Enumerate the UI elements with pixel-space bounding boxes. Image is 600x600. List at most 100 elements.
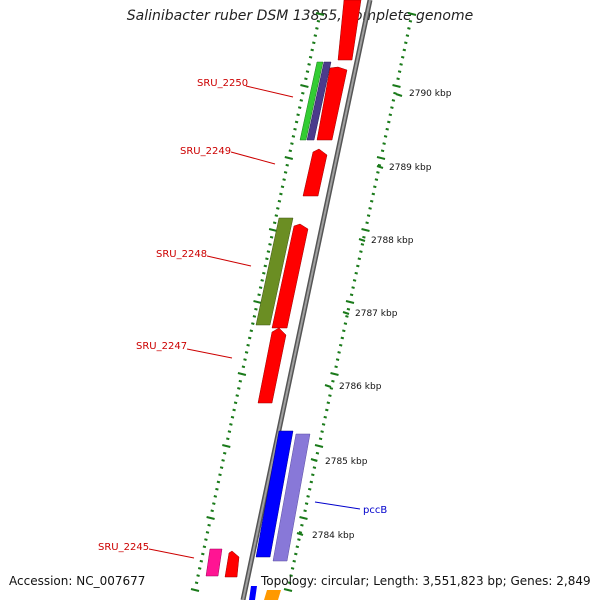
scale-tick-major: [315, 12, 325, 16]
scale-tick-minor: [218, 473, 222, 477]
topology-text: Topology: circular; Length: 3,551,823 bp…: [261, 574, 591, 588]
scale-tick-minor: [404, 41, 408, 45]
major-tick: [324, 384, 332, 388]
scale-tick-minor: [266, 250, 271, 253]
major-tick: [358, 238, 366, 242]
scale-tick-minor: [334, 365, 338, 369]
gene-arrow[interactable]: [316, 66, 348, 141]
scale-tick-major: [392, 84, 401, 88]
scale-tick-minor: [387, 120, 391, 124]
gene-feature-lavender[interactable]: [272, 433, 311, 562]
scale-tick-minor: [380, 149, 385, 153]
scale-tick-minor: [377, 163, 382, 167]
leader-line: [148, 548, 195, 559]
scale-tick-minor: [304, 77, 308, 81]
gene-feature-pink[interactable]: [205, 548, 223, 577]
scale-tick-minor: [222, 451, 227, 455]
scale-tick-major: [268, 228, 278, 232]
scale-tick-minor: [310, 48, 314, 52]
scale-tick-minor: [285, 163, 289, 167]
major-tick: [395, 93, 403, 97]
scale-tick-minor: [233, 401, 238, 405]
scale-tick-major: [407, 12, 417, 16]
gene-label-pccb[interactable]: pccB: [363, 505, 387, 516]
gene-feature-green[interactable]: [299, 61, 324, 141]
leader-line: [206, 255, 252, 267]
gene-feature-orange[interactable]: [264, 590, 281, 600]
scale-tick-minor: [325, 408, 329, 412]
gene-label-sru2245[interactable]: SRU_2245: [98, 542, 149, 553]
scale-tick-major: [376, 156, 386, 160]
scale-tick-minor: [374, 178, 379, 181]
scale-tick-minor: [202, 545, 207, 549]
scale-tick-minor: [408, 19, 413, 23]
leader-line: [186, 348, 233, 359]
scale-tick-minor: [368, 207, 372, 210]
scale-tick-major: [284, 156, 294, 160]
major-tick: [296, 532, 304, 536]
gene-feature-olive[interactable]: [255, 217, 294, 326]
kbp-label: 2790 kbp: [409, 89, 452, 99]
scale-tick-minor: [295, 545, 300, 549]
scale-tick-minor: [307, 63, 311, 66]
scale-tick-major: [330, 372, 339, 376]
gene-feature-blue[interactable]: [255, 430, 294, 558]
gene-arrow[interactable]: [257, 327, 287, 404]
gene-label-sru2248[interactable]: SRU_2248: [156, 249, 207, 260]
scale-tick-minor: [243, 358, 247, 361]
gene-arrow[interactable]: [337, 0, 362, 61]
gene-feature-blue[interactable]: [249, 586, 257, 600]
scale-tick-minor: [407, 27, 411, 30]
scale-tick-minor: [252, 315, 257, 318]
scale-tick-minor: [277, 199, 282, 203]
major-tick: [310, 458, 318, 462]
scale-tick-minor: [300, 523, 304, 527]
scale-tick-minor: [306, 495, 310, 498]
gene-label-sru2247[interactable]: SRU_2247: [136, 341, 187, 352]
scale-tick-minor: [263, 264, 268, 268]
scale-tick-minor: [287, 581, 292, 585]
scale-tick-minor: [272, 221, 277, 225]
gene-arrow[interactable]: [302, 148, 328, 197]
kbp-label: 2787 kbp: [355, 309, 398, 319]
scale-tick-minor: [197, 567, 202, 570]
gene-arrow[interactable]: [271, 223, 309, 329]
scale-tick-minor: [269, 235, 274, 239]
gene-arrow[interactable]: [224, 550, 240, 578]
scale-tick-major: [237, 372, 247, 376]
scale-tick-minor: [307, 487, 312, 491]
scale-tick-minor: [308, 55, 313, 59]
scale-tick-minor: [385, 127, 389, 131]
scale-tick-minor: [351, 286, 355, 289]
scale-tick-major: [253, 300, 262, 304]
scale-tick-minor: [390, 106, 394, 109]
scale-tick-minor: [342, 329, 346, 333]
scale-tick-minor: [400, 55, 405, 59]
leader-line: [314, 501, 361, 510]
kbp-label: 2789 kbp: [389, 163, 432, 173]
scale-tick-minor: [304, 502, 309, 505]
scale-tick-minor: [201, 552, 205, 556]
scale-tick-minor: [291, 135, 296, 138]
scale-tick-minor: [338, 343, 343, 347]
scale-tick-minor: [210, 509, 214, 513]
scale-tick-minor: [382, 142, 386, 145]
inner-tick-ring: [190, 12, 325, 592]
accession-text: Accession: NC_007677: [9, 574, 146, 588]
gene-label-sru2250[interactable]: SRU_2250: [197, 78, 248, 89]
scale-tick-minor: [328, 394, 332, 397]
scale-tick-minor: [290, 142, 294, 145]
scale-tick-minor: [318, 437, 323, 441]
scale-tick-minor: [393, 91, 397, 95]
gene-label-sru2249[interactable]: SRU_2249: [180, 146, 231, 157]
scale-tick-minor: [365, 221, 369, 225]
scale-tick-minor: [320, 430, 324, 433]
scale-tick-minor: [397, 70, 402, 73]
scale-tick-minor: [315, 27, 319, 30]
scale-tick-minor: [238, 379, 243, 383]
gene-feature-purple[interactable]: [306, 61, 332, 141]
scale-tick-minor: [246, 343, 250, 347]
scale-tick-minor: [369, 199, 374, 203]
kbp-label: 2785 kbp: [325, 457, 368, 467]
